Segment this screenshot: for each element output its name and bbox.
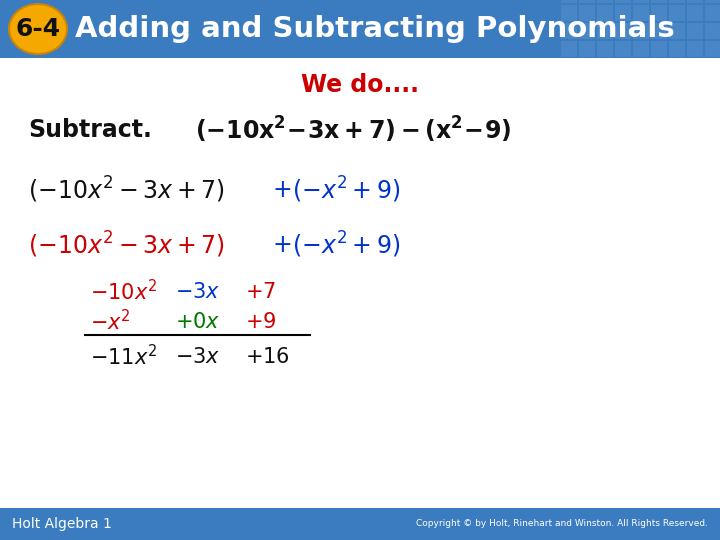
FancyBboxPatch shape (597, 41, 613, 57)
FancyBboxPatch shape (597, 23, 613, 39)
FancyBboxPatch shape (633, 23, 649, 39)
FancyBboxPatch shape (705, 41, 720, 57)
FancyBboxPatch shape (579, 23, 595, 39)
FancyBboxPatch shape (561, 23, 577, 39)
FancyBboxPatch shape (561, 5, 577, 21)
FancyBboxPatch shape (651, 41, 667, 57)
FancyBboxPatch shape (705, 5, 720, 21)
FancyBboxPatch shape (633, 5, 649, 21)
FancyBboxPatch shape (633, 0, 649, 3)
Text: $-10x^2$: $-10x^2$ (90, 279, 157, 305)
FancyBboxPatch shape (0, 0, 720, 58)
Text: $(-10x^2 - 3x + 7)$: $(-10x^2 - 3x + 7)$ (28, 230, 225, 260)
FancyBboxPatch shape (579, 5, 595, 21)
FancyBboxPatch shape (615, 0, 631, 3)
FancyBboxPatch shape (687, 23, 703, 39)
FancyBboxPatch shape (651, 5, 667, 21)
FancyBboxPatch shape (561, 41, 577, 57)
FancyBboxPatch shape (579, 41, 595, 57)
FancyBboxPatch shape (687, 0, 703, 3)
FancyBboxPatch shape (669, 41, 685, 57)
FancyBboxPatch shape (579, 0, 595, 3)
FancyBboxPatch shape (669, 23, 685, 39)
Text: $0x$: $0x$ (192, 312, 220, 332)
Text: $\mathbf{(-10x^2\!-\!3x+7)-(x^2\!-\!9)}$: $\mathbf{(-10x^2\!-\!3x+7)-(x^2\!-\!9)}$ (195, 115, 511, 145)
FancyBboxPatch shape (615, 5, 631, 21)
FancyBboxPatch shape (633, 41, 649, 57)
FancyBboxPatch shape (705, 0, 720, 3)
Text: $+$: $+$ (175, 312, 192, 332)
Text: We do....: We do.... (301, 73, 419, 97)
FancyBboxPatch shape (597, 5, 613, 21)
FancyBboxPatch shape (597, 0, 613, 3)
FancyBboxPatch shape (615, 41, 631, 57)
Text: $+ 7$: $+ 7$ (245, 282, 276, 302)
Text: $(-10x^2 - 3x + 7)$: $(-10x^2 - 3x + 7)$ (28, 175, 225, 205)
FancyBboxPatch shape (561, 0, 577, 3)
Text: $(-x^2 + 9)$: $(-x^2 + 9)$ (292, 175, 400, 205)
Text: $-11x^2$: $-11x^2$ (90, 345, 157, 369)
FancyBboxPatch shape (615, 23, 631, 39)
Text: $(-x^2 + 9)$: $(-x^2 + 9)$ (292, 230, 400, 260)
Text: $- 3x$: $- 3x$ (175, 347, 220, 367)
Ellipse shape (9, 4, 67, 54)
Text: $+ 9$: $+ 9$ (245, 312, 276, 332)
Text: $+$: $+$ (272, 178, 292, 202)
FancyBboxPatch shape (687, 41, 703, 57)
Text: $- 3x$: $- 3x$ (175, 282, 220, 302)
FancyBboxPatch shape (651, 23, 667, 39)
Text: 6-4: 6-4 (15, 17, 60, 41)
Text: $-x^2$: $-x^2$ (90, 309, 131, 335)
FancyBboxPatch shape (0, 58, 720, 508)
Text: $+ 16$: $+ 16$ (245, 347, 289, 367)
FancyBboxPatch shape (669, 0, 685, 3)
Text: Copyright © by Holt, Rinehart and Winston. All Rights Reserved.: Copyright © by Holt, Rinehart and Winsto… (416, 519, 708, 529)
Text: Adding and Subtracting Polynomials: Adding and Subtracting Polynomials (75, 15, 675, 43)
Text: Subtract.: Subtract. (28, 118, 152, 142)
FancyBboxPatch shape (651, 0, 667, 3)
FancyBboxPatch shape (0, 508, 720, 540)
FancyBboxPatch shape (669, 5, 685, 21)
Text: $+$: $+$ (272, 233, 292, 257)
FancyBboxPatch shape (705, 23, 720, 39)
Text: Holt Algebra 1: Holt Algebra 1 (12, 517, 112, 531)
FancyBboxPatch shape (687, 5, 703, 21)
